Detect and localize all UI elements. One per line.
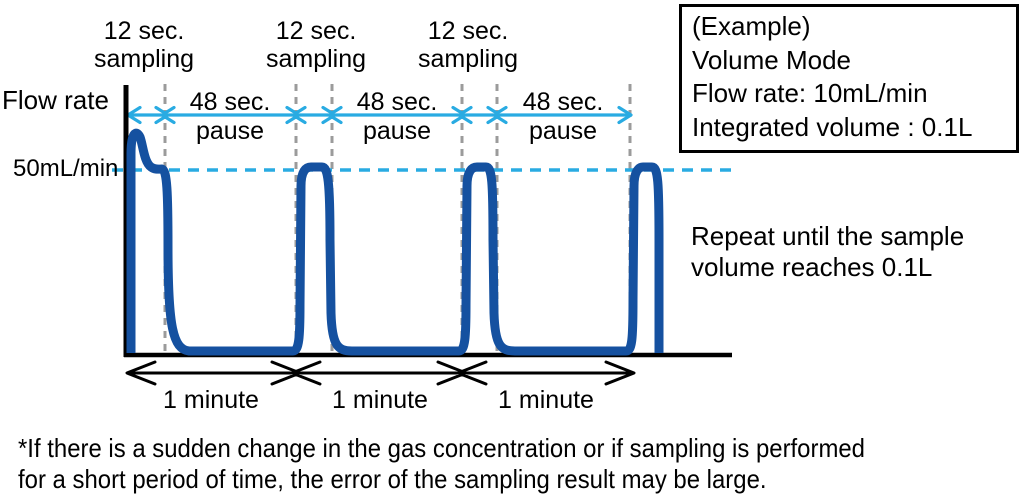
sampling-label-3: 12 sec. sampling [418, 17, 518, 73]
example-box: (Example) Volume Mode Flow rate: 10mL/mi… [679, 4, 1019, 153]
flow-waveform [126, 128, 664, 356]
repeat-note-line2: volume reaches 0.1L [691, 252, 933, 282]
example-box-title: (Example) [692, 11, 811, 41]
repeat-note: Repeat until the sample volume reaches 0… [691, 221, 964, 283]
minute-label-1: 1 minute [163, 386, 259, 414]
pause-word-label-2: pause [362, 117, 432, 145]
sampling-label-2: 12 sec. sampling [266, 17, 366, 73]
minute-arrowheads [125, 360, 636, 386]
repeat-note-line1: Repeat until the sample [691, 221, 965, 251]
sampling-duration-text: 12 sec. [103, 17, 185, 45]
pause-duration-label-3: 48 sec. [522, 88, 604, 116]
pause-duration-label-1: 48 sec. [189, 88, 271, 116]
pause-word-label-1: pause [195, 117, 265, 145]
minute-label-2: 1 minute [332, 386, 428, 414]
sampling-duration-text: 12 sec. [275, 17, 357, 45]
flow-level-value-label: 50mL/min [13, 155, 119, 182]
sampling-label-1: 12 sec. sampling [94, 17, 194, 73]
sampling-word-text: sampling [265, 45, 367, 73]
sampling-duration-text: 12 sec. [427, 17, 509, 45]
footnote-line2: for a short period of time, the error of… [18, 464, 767, 494]
pause-word-label-3: pause [528, 117, 598, 145]
footnote: *If there is a sudden change in the gas … [18, 433, 865, 495]
flow-rate-axis-label: Flow rate [2, 85, 109, 115]
example-box-line-flow-rate: Flow rate: 10mL/min [692, 78, 928, 108]
footnote-line1: *If there is a sudden change in the gas … [18, 433, 865, 463]
example-box-line-integrated-volume: Integrated volume : 0.1L [692, 111, 973, 142]
sampling-word-text: sampling [417, 45, 519, 73]
pause-duration-label-2: 48 sec. [356, 88, 438, 116]
example-box-line-mode: Volume Mode [692, 44, 851, 75]
minute-label-3: 1 minute [498, 386, 594, 414]
sampling-word-text: sampling [93, 45, 195, 73]
